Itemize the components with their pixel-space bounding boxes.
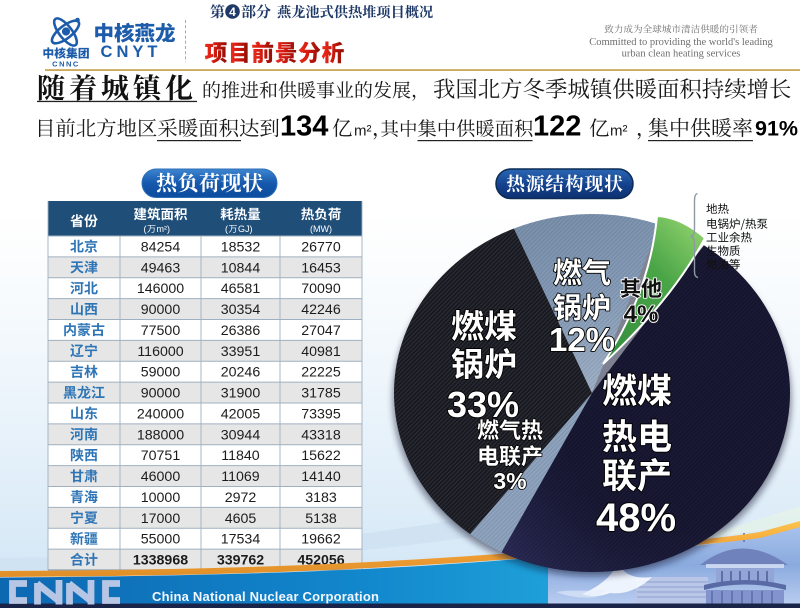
svg-text:4605: 4605 (225, 511, 257, 527)
svg-text:339762: 339762 (217, 553, 264, 569)
svg-text:30944: 30944 (221, 427, 261, 443)
svg-text:73395: 73395 (301, 406, 341, 422)
svg-text:3183: 3183 (305, 490, 337, 506)
svg-text:urban clean heating services: urban clean heating services (622, 49, 741, 60)
svg-text:49463: 49463 (141, 260, 181, 276)
svg-text:4: 4 (229, 5, 236, 19)
svg-text:70090: 70090 (301, 281, 341, 297)
svg-text:90000: 90000 (141, 302, 181, 318)
svg-text:43318: 43318 (301, 427, 341, 443)
svg-text:10844: 10844 (221, 260, 261, 276)
svg-text:33951: 33951 (221, 344, 261, 360)
svg-text:48%: 48% (596, 496, 676, 540)
svg-text:91%: 91% (755, 117, 798, 141)
svg-text:20246: 20246 (221, 365, 261, 381)
svg-text:(: ( (225, 224, 228, 234)
svg-text:18532: 18532 (221, 239, 261, 255)
svg-text:31785: 31785 (301, 386, 341, 402)
svg-text:84254: 84254 (141, 239, 181, 255)
svg-text:4%: 4% (624, 301, 659, 328)
svg-text:CNNC: CNNC (52, 60, 80, 69)
svg-text:m²): m²) (157, 224, 171, 234)
svg-text:48%: 48% (596, 496, 676, 540)
svg-text:3%: 3% (493, 468, 526, 494)
svg-text:m²: m² (610, 123, 628, 140)
svg-text:1338968: 1338968 (133, 553, 188, 569)
svg-text:5138: 5138 (305, 511, 337, 527)
svg-text:31900: 31900 (221, 386, 261, 402)
svg-text:70751: 70751 (141, 448, 181, 464)
svg-text:16453: 16453 (301, 260, 341, 276)
svg-text:22225: 22225 (301, 365, 341, 381)
svg-text:26770: 26770 (301, 239, 341, 255)
svg-text:GJ): GJ) (238, 224, 253, 234)
svg-text:134: 134 (280, 111, 328, 143)
svg-text:11840: 11840 (221, 448, 260, 464)
svg-text:4%: 4% (624, 301, 659, 328)
svg-text:19662: 19662 (301, 532, 341, 548)
svg-text:14140: 14140 (301, 469, 341, 485)
svg-text:12%: 12% (549, 321, 615, 358)
svg-text:33%: 33% (447, 384, 519, 425)
svg-text:42246: 42246 (301, 302, 341, 318)
svg-text:(: ( (144, 224, 147, 234)
svg-text:(MW): (MW) (310, 224, 332, 234)
svg-text:11069: 11069 (221, 469, 260, 485)
svg-text:30354: 30354 (221, 302, 261, 318)
svg-text:27047: 27047 (301, 323, 341, 339)
svg-text:CNYT: CNYT (101, 43, 162, 61)
svg-text:17534: 17534 (221, 532, 261, 548)
svg-text:46000: 46000 (141, 469, 181, 485)
svg-text:77500: 77500 (141, 323, 181, 339)
svg-text:146000: 146000 (137, 281, 184, 297)
svg-text:122: 122 (533, 111, 581, 143)
svg-text:m²: m² (354, 123, 372, 140)
svg-text:46581: 46581 (221, 281, 261, 297)
svg-text:12%: 12% (549, 321, 615, 358)
svg-text:240000: 240000 (137, 406, 184, 422)
svg-text:188000: 188000 (137, 427, 184, 443)
svg-text:2972: 2972 (225, 490, 257, 506)
svg-text:17000: 17000 (141, 511, 181, 527)
svg-text:116000: 116000 (137, 344, 183, 360)
svg-text:3%: 3% (493, 468, 526, 494)
svg-text:Committed to providing the wor: Committed to providing the world's leadi… (589, 37, 773, 48)
svg-text:55000: 55000 (141, 532, 181, 548)
svg-text:26386: 26386 (221, 323, 261, 339)
svg-text:90000: 90000 (141, 386, 181, 402)
svg-text:15622: 15622 (301, 448, 341, 464)
svg-text:China National Nuclear Corpora: China National Nuclear Corporation (152, 589, 379, 604)
svg-text:42005: 42005 (221, 406, 261, 422)
svg-text:59000: 59000 (141, 365, 181, 381)
svg-text:40981: 40981 (301, 344, 341, 360)
svg-text:10000: 10000 (141, 490, 181, 506)
